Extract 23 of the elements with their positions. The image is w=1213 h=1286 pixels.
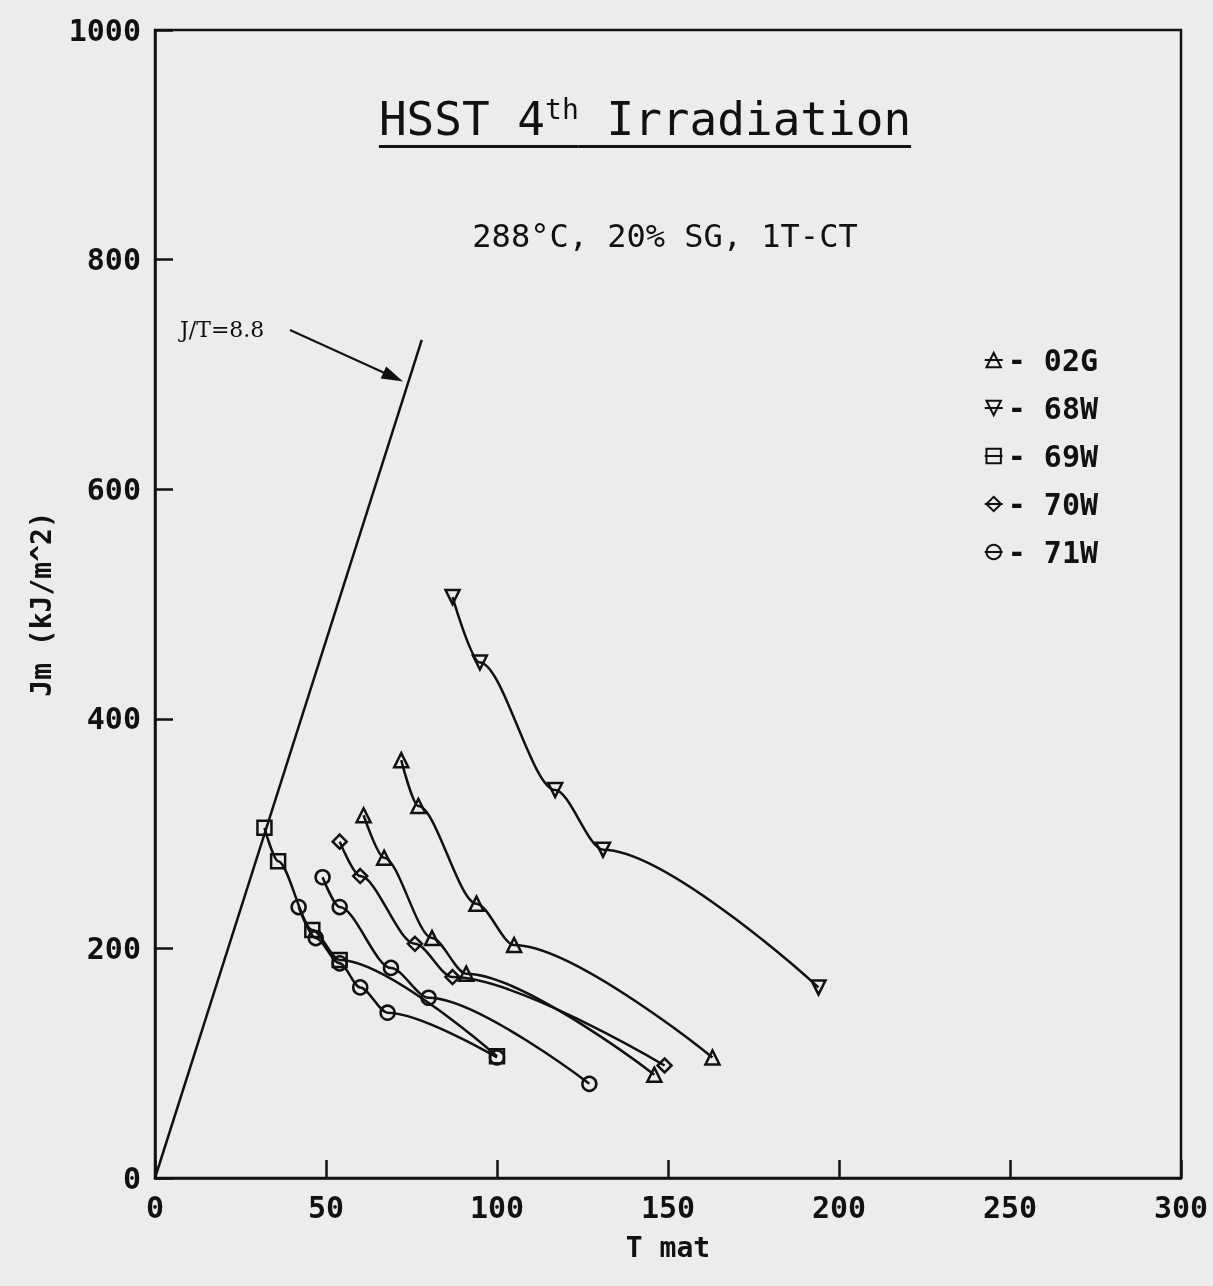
legend-label: - 69W <box>1007 438 1099 474</box>
x-axis-title: T mat <box>625 1230 711 1264</box>
legend-label: - 71W <box>1007 534 1099 570</box>
text: HSST 4$^{th}$ Irradiation <box>377 92 913 146</box>
y-tick-label: 0 <box>122 1160 141 1196</box>
y-tick-label: 400 <box>86 701 141 737</box>
x-tick-label: 300 <box>1153 1189 1209 1225</box>
x-tick-label: 50 <box>307 1189 345 1225</box>
y-tick-label: 200 <box>86 930 141 966</box>
y-tick-label: 1000 <box>68 12 141 48</box>
legend-label: - 68W <box>1007 390 1099 426</box>
y-tick-label: 800 <box>86 242 141 278</box>
x-tick-label: 200 <box>811 1189 867 1225</box>
x-tick-label: 150 <box>640 1189 696 1225</box>
x-tick-label: 0 <box>145 1189 165 1225</box>
legend-label: - 02G <box>1007 342 1098 378</box>
y-axis-title: Jm (kJ/m^2) <box>24 511 58 697</box>
legend-label: - 70W <box>1007 486 1099 522</box>
x-tick-label: 250 <box>982 1189 1038 1225</box>
y-tick-label: 600 <box>86 471 141 507</box>
text: 288°C, 20% SG, 1T-CT <box>472 217 858 255</box>
annotation: J/T=8.8 <box>178 316 265 342</box>
x-tick-label: 100 <box>469 1189 525 1225</box>
